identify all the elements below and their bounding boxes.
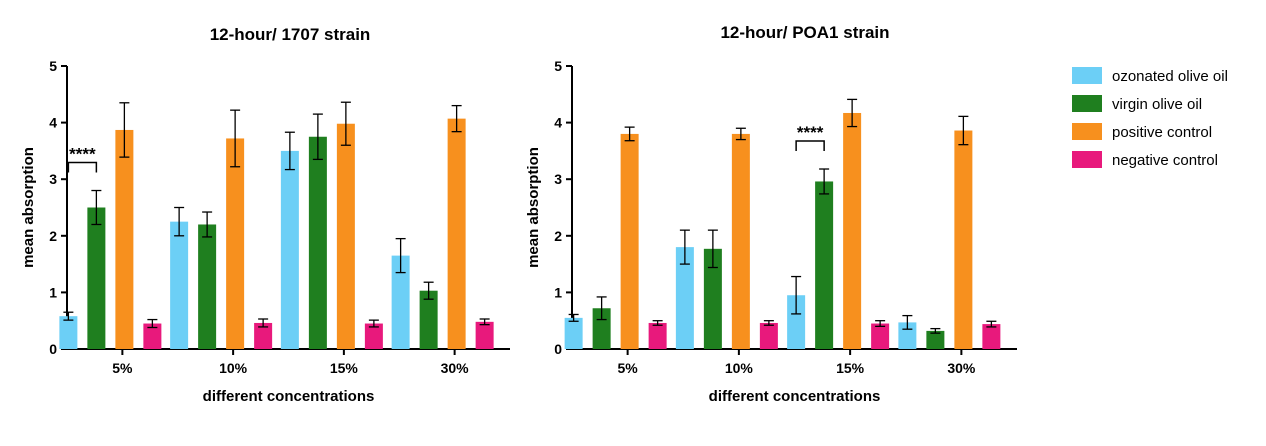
panel-1-bar [170,221,189,349]
panel-1-bar [336,123,355,350]
panel-2-bar [675,247,694,349]
panel-2-bar [564,317,583,349]
panel-2-x-tick-label: 5% [618,360,639,376]
panel-2-bar [759,322,778,349]
panel-2-bar [843,112,862,349]
panel-2-y-tick-label: 1 [554,284,562,300]
panel-1-bar [419,290,438,349]
panel-1-bar [280,150,299,349]
panel-1-significance-bracket [67,161,98,173]
panel-2-y-tick-label: 4 [554,115,562,131]
panel-1-x-axis-label: different concentrations [203,388,375,405]
panel-1-bar [198,224,217,349]
legend-swatch [1072,151,1102,168]
panel-2-bar [620,133,639,349]
panel-1-bar [391,255,410,349]
legend-label: negative control [1112,152,1218,169]
panel-2-y-tick-label: 2 [554,228,562,244]
panel-2-bar [648,322,667,349]
panel-2-x-axis-label: different concentrations [709,388,881,405]
panel-1-x-tick-label: 5% [112,360,133,376]
panel-2-x-tick-label: 10% [725,360,754,376]
legend-label: ozonated olive oil [1112,68,1228,85]
panel-1-bar [308,136,327,349]
panel-1-bar [364,323,383,349]
panel-1-bar [254,322,273,349]
panel-1-x-tick-label: 30% [441,360,470,376]
panel-1-y-tick-label: 1 [49,284,57,300]
panel-2-y-axis-label: mean absorption [525,147,542,268]
panel-1-bar [143,323,162,349]
panel-1-x-tick-label: 15% [330,360,359,376]
panel-2-significance-label: **** [797,123,824,142]
panel-2-x-tick-label: 30% [947,360,976,376]
legend-swatch [1072,95,1102,112]
panel-1-y-tick-label: 0 [49,341,57,357]
panel-1-significance-label: **** [69,145,96,164]
panel-1-bar [447,118,466,349]
legend-label: virgin olive oil [1112,96,1202,113]
panel-1-x-tick-label: 10% [219,360,248,376]
panel-2-bar [703,248,722,349]
panel-1-bar [226,138,245,349]
panel-1-bar [475,321,494,349]
panel-1-bar [59,316,78,349]
panel-1-y-axis-label: mean absorption [20,147,37,268]
panel-1-y-tick-label: 2 [49,228,57,244]
panel-1-bar [115,129,134,349]
panel-1-bar [87,207,106,349]
panel-1-y-tick-label: 4 [49,115,57,131]
legend-swatch [1072,123,1102,140]
panel-2-significance-bracket [795,140,825,152]
panel-2-bar [592,308,611,349]
panel-1-y-tick-label: 5 [49,58,57,74]
legend-swatch [1072,67,1102,84]
panel-2-bar [787,295,806,349]
panel-1-title: 12-hour/ 1707 strain [210,25,371,44]
panel-2-x-tick-label: 15% [836,360,865,376]
panel-2-bar [982,324,1001,349]
panel-2-title: 12-hour/ POA1 strain [720,23,889,42]
panel-2-bar [815,181,834,349]
panel-2-y-tick-label: 3 [554,171,562,187]
panel-2-bar [954,130,973,349]
panel-1-y-tick-label: 3 [49,171,57,187]
panel-2-bar [871,323,890,349]
panel-2-bar [926,330,945,349]
panel-2-y-tick-label: 5 [554,58,562,74]
panel-2-y-tick-label: 0 [554,341,562,357]
legend-label: positive control [1112,124,1212,141]
panel-2-bar [731,133,750,349]
